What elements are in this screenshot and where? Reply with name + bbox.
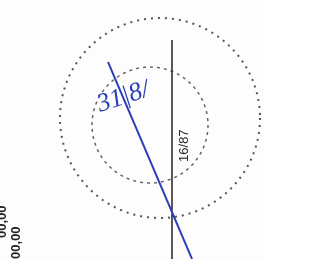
amount: 00,00 [8,226,23,259]
amount: 00,00 [0,205,9,238]
stamp-number: 16/87 [176,129,191,162]
paper [0,0,264,259]
scan: 16/87 31|8/ 00,00 00,00 [0,0,264,259]
